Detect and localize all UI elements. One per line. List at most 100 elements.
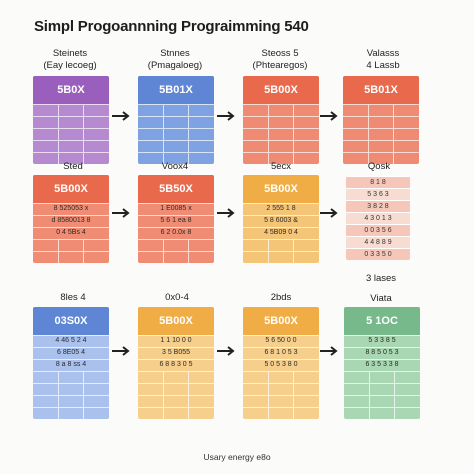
table-cell — [162, 408, 189, 419]
list-item: 0 0 3 5 6 — [346, 224, 410, 236]
table-cell: 6 8 1 0 5 3 — [264, 349, 298, 356]
stage-card: 5 1OC 5 3 3 8 5 8 8 5 0 5 3 6 3 5 3 3 8 — [344, 307, 420, 419]
table-cell — [343, 129, 368, 140]
table-cell: 0 4 5Bs 4 — [56, 229, 86, 236]
table-cell: 5 6 50 0 0 — [265, 337, 297, 344]
list-item: 0 3 3 5 0 — [346, 248, 410, 260]
table-cell: d 8580013 8 — [51, 217, 91, 224]
table-cell: 1 1 10 0 0 — [160, 337, 192, 344]
arrow-right-icon — [217, 111, 235, 121]
table-cell — [188, 153, 214, 164]
table-row — [33, 239, 109, 251]
list-item: 8 1 8 — [346, 176, 410, 188]
table-cell — [138, 408, 163, 419]
table-row: 3 5 B055 — [138, 347, 214, 359]
table-row — [344, 407, 420, 419]
table-cell — [188, 240, 214, 251]
column-header-subtitle: (Pmagaloeg) — [147, 60, 203, 71]
stage-card: 03S0X 4 46 5 2 4 6 8E05 4 8 a 8 ss 4 — [33, 307, 109, 419]
table-cell — [33, 117, 58, 128]
table-cell — [293, 129, 319, 140]
table-cell — [162, 240, 189, 251]
table-cell — [293, 117, 319, 128]
table-row — [243, 104, 319, 116]
table-row: 6 8 8 3 0 5 — [138, 359, 214, 371]
stage-card: 5B00X — [243, 76, 319, 164]
table-row: 5 3 3 8 5 — [344, 335, 420, 347]
table-cell — [368, 384, 395, 395]
table-cell — [138, 252, 163, 263]
column-header: Valasss 4 Lassb — [328, 48, 438, 72]
table-cell — [162, 396, 189, 407]
table-row — [343, 140, 419, 152]
row-label: 5ecx — [270, 161, 292, 172]
table-row: 8 525053 x — [33, 203, 109, 215]
table-cell — [57, 396, 84, 407]
table-cell — [83, 129, 109, 140]
table-row — [138, 140, 214, 152]
table-cell — [83, 408, 109, 419]
table-row: 6 8E05 4 — [33, 347, 109, 359]
row-label: 3 lases — [365, 273, 397, 284]
table-row: 8 8 5 0 5 3 — [344, 347, 420, 359]
table-cell — [394, 384, 420, 395]
table-cell — [138, 240, 163, 251]
table-cell — [138, 129, 163, 140]
table-row — [138, 152, 214, 164]
list-item: 4 4 8 8 9 — [346, 236, 410, 248]
table-cell — [293, 105, 319, 116]
row-label: Qosk — [367, 161, 391, 172]
table-cell: 4 46 5 2 4 — [55, 337, 87, 344]
table-row — [33, 371, 109, 383]
table-cell — [344, 372, 369, 383]
table-cell — [367, 117, 394, 128]
table-cell — [83, 384, 109, 395]
table-cell — [57, 141, 84, 152]
table-row: 2 555 1 8 — [243, 203, 319, 215]
stage-card: 5B00X 1 1 10 0 0 3 5 B055 6 8 8 3 0 5 — [138, 307, 214, 419]
table-cell — [393, 117, 419, 128]
table-row — [138, 128, 214, 140]
table-cell — [188, 384, 214, 395]
column-header-title: Valasss — [366, 48, 400, 59]
table-row — [33, 407, 109, 419]
table-row — [33, 251, 109, 263]
table-cell — [243, 129, 268, 140]
table-cell — [162, 384, 189, 395]
table-row — [243, 251, 319, 263]
column-header-subtitle: (Phtearegos) — [252, 60, 308, 71]
list-item: 5 3 6 3 — [346, 188, 410, 200]
table-row — [243, 152, 319, 164]
row-label: 8les 4 — [60, 292, 86, 303]
table-cell — [57, 372, 84, 383]
table-cell — [162, 372, 189, 383]
table-cell — [57, 252, 84, 263]
table-row — [138, 239, 214, 251]
page-title: Simpl Progoannning Prograimming 540 — [34, 18, 309, 35]
table-cell — [188, 117, 214, 128]
table-row: 4 46 5 2 4 — [33, 335, 109, 347]
row-label: Viata — [370, 293, 392, 304]
table-cell — [267, 396, 294, 407]
table-cell — [394, 408, 420, 419]
table-cell — [243, 372, 268, 383]
table-cell — [293, 153, 319, 164]
table-row: d 8580013 8 — [33, 215, 109, 227]
table-cell — [57, 408, 84, 419]
table-cell: 5 0 5 3 8 0 — [264, 361, 298, 368]
table-row — [243, 371, 319, 383]
table-cell — [243, 252, 268, 263]
table-cell — [33, 372, 58, 383]
table-cell: 6 8 8 3 0 5 — [159, 361, 193, 368]
table-cell — [188, 105, 214, 116]
table-cell — [267, 384, 294, 395]
stage-card: 5B00X 2 555 1 8 5 8 6003 & 4 5B09 0 4 — [243, 175, 319, 263]
table-cell — [188, 396, 214, 407]
arrow-right-icon — [320, 208, 338, 218]
table-cell — [33, 252, 58, 263]
table-cell — [57, 105, 84, 116]
stage-card-label: 5B50X — [138, 175, 214, 203]
column-header-subtitle: (Eay lecoeg) — [43, 60, 97, 71]
table-cell — [83, 117, 109, 128]
table-cell — [267, 141, 294, 152]
